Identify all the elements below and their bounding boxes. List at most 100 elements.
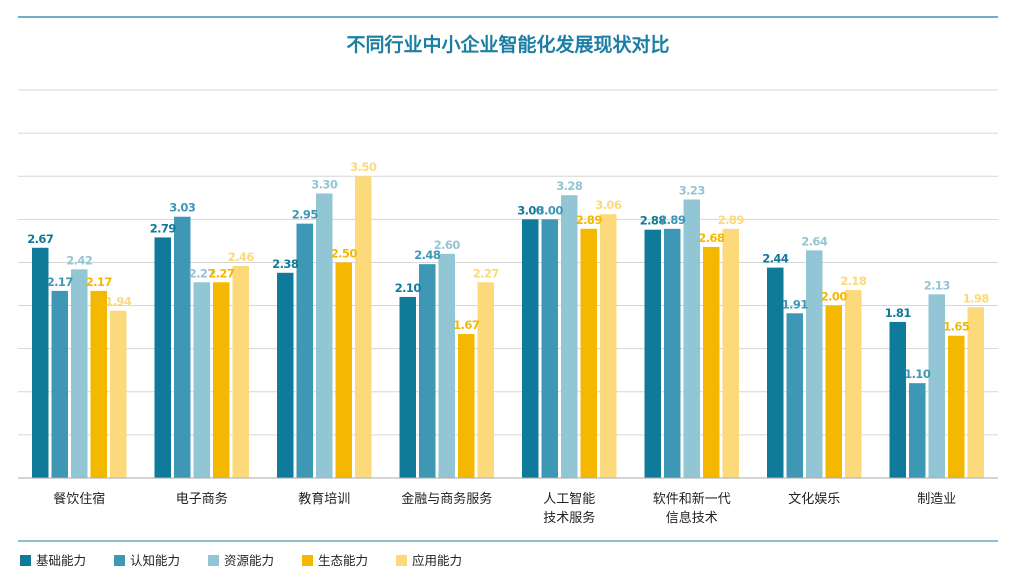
- bar: [154, 237, 171, 478]
- bar: [928, 294, 945, 478]
- value-label: 2.60: [434, 238, 461, 252]
- value-label: 2.89: [718, 213, 745, 227]
- bar: [948, 335, 965, 478]
- bar: [193, 282, 210, 478]
- bar: [522, 219, 539, 479]
- bar: [399, 296, 416, 478]
- category-label: 金融与商务服务: [401, 491, 492, 507]
- category-label: 教育培训: [298, 491, 350, 507]
- value-label: 2.00: [821, 290, 848, 304]
- value-label: 1.81: [885, 306, 912, 320]
- value-label: 2.27: [208, 266, 235, 280]
- legend-swatch: [208, 555, 219, 566]
- value-label: 3.03: [169, 201, 196, 215]
- value-label: 3.06: [595, 198, 622, 212]
- bar: [110, 310, 127, 478]
- value-label: 2.17: [47, 275, 74, 289]
- bar: [71, 269, 88, 478]
- bar: [90, 290, 107, 478]
- value-label: 2.89: [659, 213, 686, 227]
- value-label: 2.42: [66, 253, 92, 267]
- value-label: 2.17: [86, 275, 113, 289]
- bar: [767, 267, 784, 478]
- bar: [32, 247, 49, 478]
- value-label: 2.13: [924, 278, 951, 292]
- value-label: 2.89: [576, 213, 603, 227]
- legend: 基础能力 认知能力 资源能力 生态能力 应用能力: [20, 553, 462, 568]
- bar: [664, 228, 681, 478]
- bars-group: [32, 176, 984, 479]
- value-label: 2.48: [414, 248, 441, 262]
- bar: [316, 193, 333, 478]
- category-label: 软件和新一代: [653, 491, 731, 507]
- value-labels-group: 2.672.172.422.171.942.793.032.272.272.46…: [27, 160, 990, 381]
- value-label: 2.18: [840, 274, 867, 288]
- legend-swatch: [20, 555, 31, 566]
- value-label: 3.00: [517, 203, 544, 217]
- bar: [335, 262, 352, 478]
- bar: [703, 246, 720, 478]
- value-label: 2.88: [640, 214, 667, 228]
- value-label: 3.30: [311, 177, 338, 191]
- bar: [277, 272, 294, 478]
- value-label: 3.00: [537, 203, 564, 217]
- value-label: 2.64: [801, 234, 828, 248]
- legend-swatch: [302, 555, 313, 566]
- bar: [722, 228, 739, 478]
- chart-title: 不同行业中小企业智能化发展现状对比: [346, 33, 669, 56]
- legend-label: 资源能力: [224, 553, 274, 568]
- value-label: 1.94: [105, 295, 132, 309]
- bar: [296, 223, 313, 478]
- category-label: 餐饮住宿: [53, 491, 105, 507]
- category-label: 人工智能: [543, 492, 595, 507]
- bar: [967, 307, 984, 478]
- value-label: 2.46: [228, 250, 255, 264]
- legend-swatch: [114, 555, 125, 566]
- bar: [355, 176, 372, 478]
- legend-swatch: [396, 555, 407, 566]
- bar: [683, 199, 700, 478]
- value-label: 2.10: [395, 281, 422, 295]
- value-label: 1.98: [963, 291, 990, 305]
- bar: [51, 290, 68, 478]
- bar: [889, 321, 906, 478]
- legend-label: 应用能力: [412, 553, 462, 568]
- value-label: 2.38: [272, 257, 299, 271]
- value-label: 3.50: [350, 160, 377, 174]
- category-label: 制造业: [917, 492, 956, 507]
- bar: [438, 253, 455, 478]
- value-label: 1.10: [904, 367, 931, 381]
- value-label: 1.67: [453, 318, 480, 332]
- bar: [845, 290, 862, 478]
- bar: [419, 264, 436, 478]
- bar: [174, 216, 191, 478]
- value-label: 1.91: [782, 297, 809, 311]
- value-label: 2.50: [331, 246, 358, 260]
- legend-label: 基础能力: [36, 553, 86, 568]
- bar: [541, 219, 558, 479]
- bar: [561, 195, 578, 479]
- value-label: 2.27: [189, 266, 216, 280]
- bar: [477, 282, 494, 478]
- bar: [232, 265, 249, 478]
- value-label: 2.44: [762, 252, 789, 266]
- value-label: 3.23: [679, 184, 706, 198]
- bar: [213, 282, 230, 478]
- bar: [825, 305, 842, 478]
- value-label: 3.28: [556, 179, 583, 193]
- bar: [909, 383, 926, 478]
- category-label: 技术服务: [543, 510, 595, 526]
- value-label: 1.65: [943, 320, 970, 334]
- category-label: 信息技术: [666, 510, 718, 526]
- category-label: 电子商务: [176, 491, 228, 507]
- value-label: 2.79: [150, 221, 177, 235]
- value-label: 2.67: [27, 232, 54, 246]
- legend-label: 认知能力: [130, 553, 180, 568]
- legend-label: 生态能力: [318, 553, 368, 568]
- bar: [786, 313, 803, 478]
- value-label: 2.27: [473, 266, 500, 280]
- bar: [458, 334, 475, 478]
- value-label: 2.95: [292, 208, 319, 222]
